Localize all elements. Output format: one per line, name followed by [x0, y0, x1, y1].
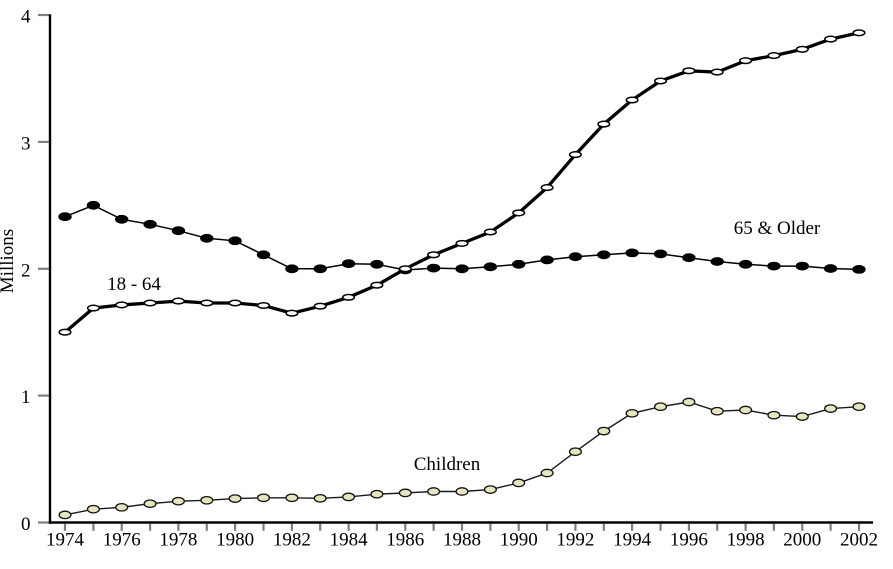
svg-text:1988: 1988: [443, 530, 481, 551]
svg-text:1998: 1998: [727, 530, 765, 551]
svg-text:0: 0: [21, 514, 31, 535]
svg-text:1994: 1994: [613, 530, 652, 551]
svg-text:Children: Children: [414, 454, 481, 475]
svg-text:1976: 1976: [103, 530, 141, 551]
svg-text:18 - 64: 18 - 64: [107, 274, 161, 295]
svg-text:1992: 1992: [556, 530, 594, 551]
svg-text:4: 4: [21, 7, 31, 28]
svg-text:2000: 2000: [783, 530, 821, 551]
svg-text:2002: 2002: [840, 530, 878, 551]
svg-text:1996: 1996: [670, 530, 708, 551]
svg-text:2: 2: [21, 260, 31, 281]
svg-text:1978: 1978: [159, 530, 197, 551]
svg-text:3: 3: [21, 133, 31, 154]
svg-text:1: 1: [21, 387, 31, 408]
svg-text:1974: 1974: [46, 530, 85, 551]
svg-text:1980: 1980: [216, 530, 254, 551]
svg-text:1990: 1990: [500, 530, 538, 551]
svg-text:1986: 1986: [386, 530, 424, 551]
svg-text:Millions: Millions: [0, 229, 18, 293]
svg-text:1982: 1982: [273, 530, 311, 551]
svg-text:1984: 1984: [330, 530, 369, 551]
svg-text:65 & Older: 65 & Older: [734, 218, 821, 239]
